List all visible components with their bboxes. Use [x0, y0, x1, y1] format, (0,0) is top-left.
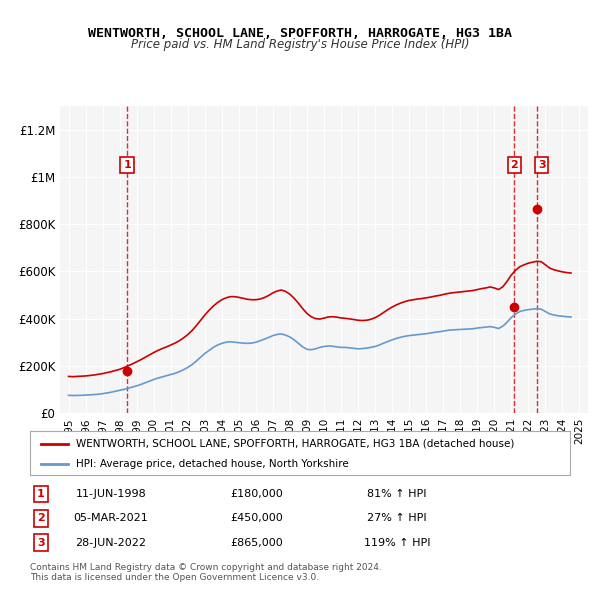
Text: 11-JUN-1998: 11-JUN-1998: [76, 489, 146, 499]
Text: 28-JUN-2022: 28-JUN-2022: [76, 538, 146, 548]
Text: 2: 2: [37, 513, 44, 523]
Text: HPI: Average price, detached house, North Yorkshire: HPI: Average price, detached house, Nort…: [76, 459, 349, 469]
Text: 3: 3: [538, 160, 545, 170]
Text: 2: 2: [511, 160, 518, 170]
Text: Price paid vs. HM Land Registry's House Price Index (HPI): Price paid vs. HM Land Registry's House …: [131, 38, 469, 51]
Text: 1: 1: [123, 160, 131, 170]
Text: 27% ↑ HPI: 27% ↑ HPI: [367, 513, 427, 523]
Text: 81% ↑ HPI: 81% ↑ HPI: [367, 489, 427, 499]
Text: £450,000: £450,000: [230, 513, 283, 523]
Text: This data is licensed under the Open Government Licence v3.0.: This data is licensed under the Open Gov…: [30, 573, 319, 582]
Text: £865,000: £865,000: [230, 538, 283, 548]
Text: 119% ↑ HPI: 119% ↑ HPI: [364, 538, 430, 548]
Text: WENTWORTH, SCHOOL LANE, SPOFFORTH, HARROGATE, HG3 1BA (detached house): WENTWORTH, SCHOOL LANE, SPOFFORTH, HARRO…: [76, 439, 514, 449]
Text: £180,000: £180,000: [230, 489, 283, 499]
Text: WENTWORTH, SCHOOL LANE, SPOFFORTH, HARROGATE, HG3 1BA: WENTWORTH, SCHOOL LANE, SPOFFORTH, HARRO…: [88, 27, 512, 40]
Text: 3: 3: [37, 538, 44, 548]
Text: Contains HM Land Registry data © Crown copyright and database right 2024.: Contains HM Land Registry data © Crown c…: [30, 563, 382, 572]
Text: 05-MAR-2021: 05-MAR-2021: [74, 513, 148, 523]
Text: 1: 1: [37, 489, 44, 499]
